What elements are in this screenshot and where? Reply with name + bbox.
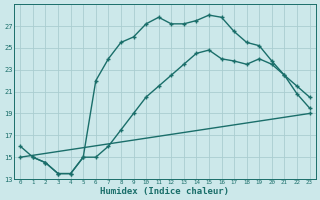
X-axis label: Humidex (Indice chaleur): Humidex (Indice chaleur) [100,187,229,196]
